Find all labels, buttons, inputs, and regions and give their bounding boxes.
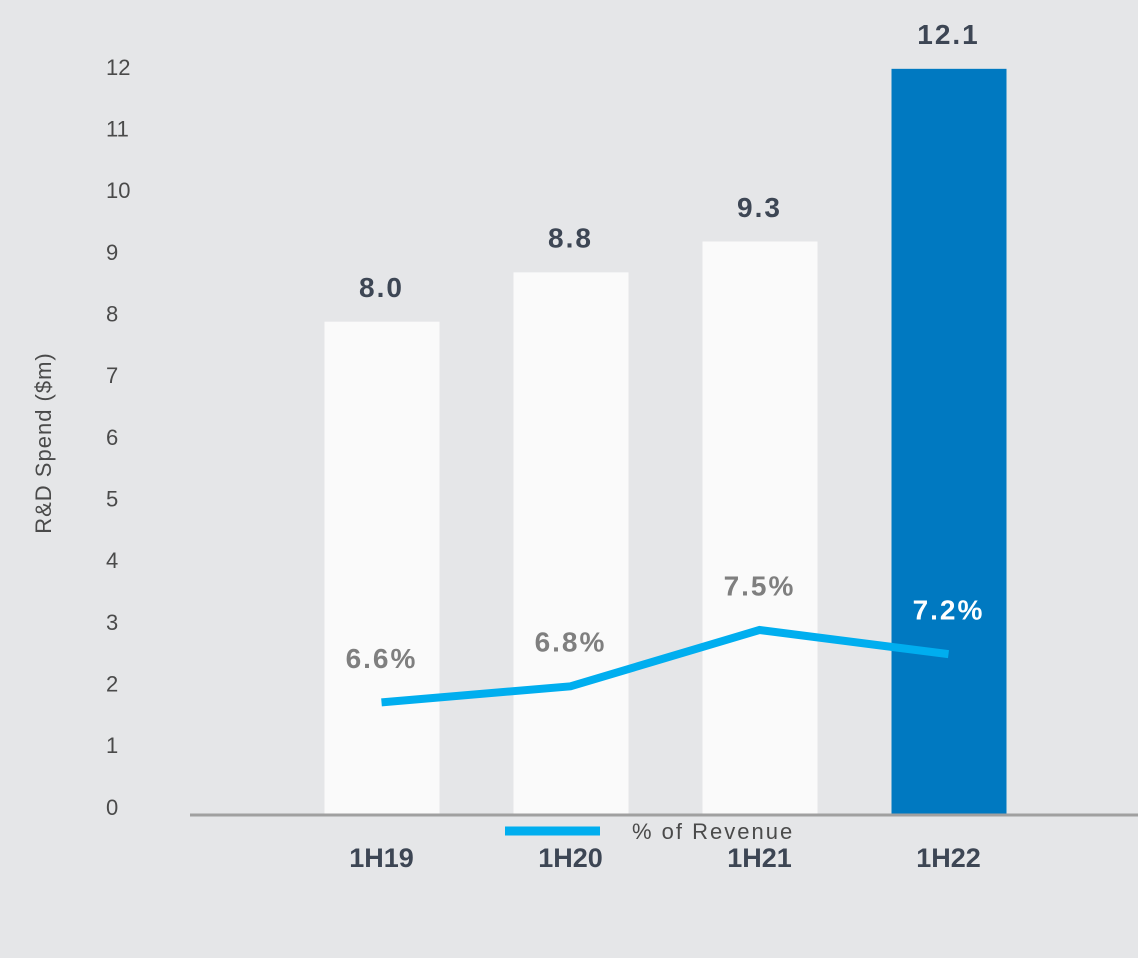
bar xyxy=(513,272,629,815)
bar-value-label: 9.3 xyxy=(737,192,782,223)
y-tick-label: 10 xyxy=(106,178,130,203)
y-tick-label: 6 xyxy=(106,425,118,450)
bar xyxy=(891,68,1007,816)
y-tick-label: 8 xyxy=(106,301,118,326)
y-axis-label: R&D Spend ($m) xyxy=(31,352,56,534)
bar xyxy=(702,241,818,815)
bar-value-label: 12.1 xyxy=(917,19,980,50)
bar xyxy=(324,321,440,815)
line-value-label: 7.2% xyxy=(913,595,985,626)
x-tick-label: 1H22 xyxy=(916,843,981,873)
y-tick-label: 0 xyxy=(106,795,118,820)
y-tick-label: 2 xyxy=(106,671,118,696)
line-value-label: 6.6% xyxy=(346,643,418,674)
x-tick-label: 1H21 xyxy=(727,843,792,873)
y-tick-label: 5 xyxy=(106,486,118,511)
y-tick-label: 11 xyxy=(106,116,129,141)
y-tick-label: 7 xyxy=(106,363,118,388)
x-tick-label: 1H20 xyxy=(538,843,603,873)
y-tick-label: 12 xyxy=(106,55,130,80)
line-value-label: 6.8% xyxy=(535,627,607,658)
legend-label: % of Revenue xyxy=(632,819,794,844)
y-tick-label: 9 xyxy=(106,240,118,265)
y-tick-label: 4 xyxy=(106,548,118,573)
line xyxy=(381,625,950,707)
y-tick-label: 1 xyxy=(106,733,118,758)
bar-value-label: 8.0 xyxy=(359,272,404,303)
y-tick-label: 3 xyxy=(106,610,118,635)
x-tick-label: 1H19 xyxy=(349,843,414,873)
line-value-label: 7.5% xyxy=(724,570,796,601)
bar-value-label: 8.8 xyxy=(548,223,593,254)
